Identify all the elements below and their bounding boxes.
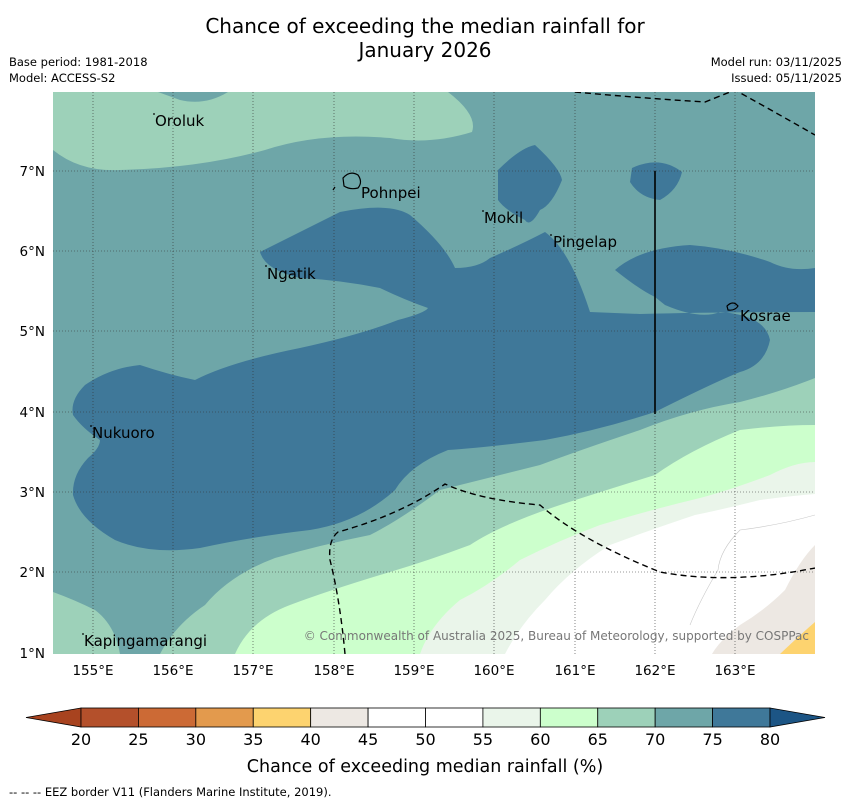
zone-40-45 bbox=[712, 545, 815, 654]
lat-label: 2°N bbox=[20, 565, 45, 581]
pingelap-island bbox=[550, 234, 552, 236]
kapingamarangi-island bbox=[82, 633, 84, 635]
colorbar-tick-label: 20 bbox=[71, 730, 91, 749]
lon-label: 163°E bbox=[714, 663, 755, 679]
zone-75-80-north-top bbox=[158, 92, 228, 102]
chart-title: Chance of exceeding the median rainfall … bbox=[0, 14, 850, 62]
colorbar-tick-label: 70 bbox=[645, 730, 665, 749]
colorbar-segment bbox=[310, 707, 369, 728]
place-label: Nukuoro bbox=[92, 424, 155, 442]
place-label: Pohnpei bbox=[361, 184, 421, 202]
model-name: Model: ACCESS-S2 bbox=[9, 71, 116, 85]
colorbar-tick-label: 50 bbox=[415, 730, 435, 749]
issued-date: Issued: 05/11/2025 bbox=[731, 71, 842, 85]
place-label: Kosrae bbox=[740, 307, 791, 325]
title-line-2: January 2026 bbox=[358, 38, 492, 62]
lon-axis: 155°E 156°E 157°E 158°E 159°E 160°E 161°… bbox=[72, 663, 755, 679]
place-label: Pingelap bbox=[553, 233, 617, 251]
colorbar-segment bbox=[597, 707, 656, 728]
lat-label: 3°N bbox=[20, 485, 45, 501]
colorbar-tick-label: 30 bbox=[186, 730, 206, 749]
meta-left: Base period: 1981-2018 Model: ACCESS-S2 bbox=[9, 54, 148, 86]
zone-65-70-north bbox=[53, 92, 473, 171]
colorbar-tick-label: 40 bbox=[300, 730, 320, 749]
colorbar-tick-label: 65 bbox=[588, 730, 608, 749]
pohnpei-reef bbox=[332, 186, 336, 191]
zone-75-80-central bbox=[72, 207, 815, 551]
lat-label: 7°N bbox=[20, 164, 45, 180]
colorbar-segment bbox=[80, 707, 139, 728]
colorbar-label: Chance of exceeding median rainfall (%) bbox=[247, 757, 603, 777]
colorbar-segment bbox=[367, 707, 426, 728]
lon-label: 162°E bbox=[634, 663, 675, 679]
colorbar-tick-label: 55 bbox=[473, 730, 493, 749]
colorbar-tick-label: 35 bbox=[243, 730, 263, 749]
pohnpei-island bbox=[342, 172, 362, 190]
colorbar-tick-label: 60 bbox=[530, 730, 550, 749]
model-run: Model run: 03/11/2025 bbox=[710, 55, 842, 69]
eez-footnote: -- -- -- EEZ border V11 (Flanders Marine… bbox=[9, 785, 332, 799]
contour-line bbox=[689, 514, 815, 626]
colorbar-tick-label: 45 bbox=[358, 730, 378, 749]
colorbar-segment bbox=[138, 707, 197, 728]
lat-label: 6°N bbox=[20, 244, 45, 260]
colorbar-arrow-low bbox=[25, 707, 82, 728]
lat-label: 5°N bbox=[20, 324, 45, 340]
colorbar-segment bbox=[425, 707, 484, 728]
colorbar-segment bbox=[195, 707, 254, 728]
place-label: Oroluk bbox=[155, 112, 204, 130]
nukuoro-island bbox=[90, 425, 92, 427]
colorbar-segment bbox=[252, 707, 312, 728]
colorbar-tick-label: 75 bbox=[702, 730, 722, 749]
lon-label: 158°E bbox=[313, 663, 354, 679]
zone-45-55 bbox=[505, 494, 815, 654]
zone-75-80-mokil bbox=[498, 145, 562, 223]
colorbar-segment bbox=[654, 707, 713, 728]
lon-label: 155°E bbox=[72, 663, 113, 679]
meta-right: Model run: 03/11/2025 Issued: 05/11/2025 bbox=[711, 54, 842, 86]
lon-label: 160°E bbox=[473, 663, 514, 679]
lon-label: 157°E bbox=[232, 663, 273, 679]
kosrae-island bbox=[726, 302, 739, 311]
colorbar-arrow-high bbox=[769, 707, 826, 728]
zone-75-80-east-blob bbox=[630, 162, 682, 200]
lon-label: 156°E bbox=[152, 663, 193, 679]
colorbar-segment bbox=[539, 707, 599, 728]
place-label: Kapingamarangi bbox=[84, 632, 207, 650]
lat-label: 1°N bbox=[20, 646, 45, 662]
place-label: Mokil bbox=[484, 209, 523, 227]
ngatik-island bbox=[265, 265, 267, 267]
eez-border bbox=[328, 92, 815, 654]
probability-field: Oroluk Pohnpei Mokil Pingelap Ngatik Kos… bbox=[53, 92, 815, 654]
lon-label: 161°E bbox=[554, 663, 595, 679]
lat-axis: 7°N 6°N 5°N 4°N 3°N 2°N 1°N bbox=[20, 164, 45, 662]
title-line-1: Chance of exceeding the median rainfall … bbox=[205, 14, 645, 38]
place-label: Ngatik bbox=[267, 265, 316, 283]
colorbar-segment bbox=[712, 707, 771, 728]
zone-35-40 bbox=[780, 622, 815, 654]
colorbar-tick-label: 80 bbox=[760, 730, 780, 749]
oroluk-island bbox=[153, 113, 155, 115]
base-period: Base period: 1981-2018 bbox=[9, 55, 148, 69]
lat-label: 4°N bbox=[20, 405, 45, 421]
copyright-notice: © Commonwealth of Australia 2025, Bureau… bbox=[304, 629, 809, 643]
colorbar: 20 25 30 35 40 45 50 55 60 65 70 75 80 bbox=[25, 707, 826, 749]
colorbar-tick-label: 25 bbox=[128, 730, 148, 749]
mokil-island bbox=[482, 210, 484, 212]
lon-label: 159°E bbox=[393, 663, 434, 679]
colorbar-segment bbox=[482, 707, 541, 728]
